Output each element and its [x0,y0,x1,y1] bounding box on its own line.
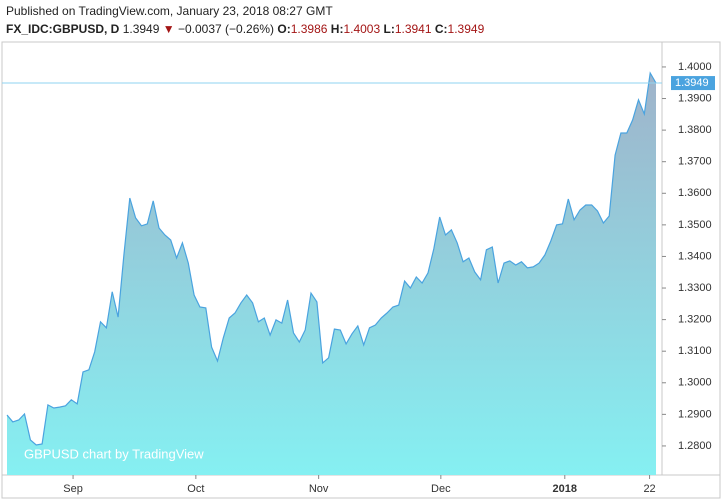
x-tick-label: 2018 [553,483,577,495]
change-arrow: ▼ [162,22,175,36]
x-tick-label: Nov [309,483,329,495]
low: 1.3941 [394,22,432,36]
y-tick-label: 1.3300 [678,282,712,294]
low-label: L: [383,22,395,36]
y-tick-label: 1.3200 [678,314,712,326]
change: −0.0037 (−0.26%) [177,22,275,36]
y-tick-label: 1.3800 [678,124,712,136]
close-label: C: [434,22,448,36]
y-tick-label: 1.3700 [678,156,712,168]
high-label: H: [330,22,344,36]
x-tick-label: Sep [63,483,83,495]
x-tick-label: Oct [187,483,204,495]
chart-frame [1,41,721,499]
last-price-box [671,76,715,91]
y-tick-label: 1.2900 [678,408,712,420]
open: 1.3986 [290,22,328,36]
published-line: Published on TradingView.com, January 23… [6,4,333,18]
y-tick-label: 1.3500 [678,219,712,231]
close: 1.3949 [447,22,485,36]
x-tick-label: Dec [431,483,451,495]
y-tick-label: 1.3600 [678,187,712,199]
symbol-line: FX_IDC:GBPUSD, D 1.3949 ▼ −0.0037 (−0.26… [6,22,484,36]
y-tick-label: 1.3100 [678,345,712,357]
y-tick-label: 1.3400 [678,250,712,262]
y-tick-label: 1.2800 [678,440,712,452]
symbol: FX_IDC:GBPUSD, D [6,22,120,36]
y-tick-label: 1.3900 [678,92,712,104]
open-label: O: [277,22,291,36]
high: 1.4003 [343,22,381,36]
y-tick-label: 1.4000 [678,61,712,73]
last-price-label: 1.3949 [675,77,709,89]
price-line [6,71,657,446]
watermark: GBPUSD chart by TradingView [24,446,204,461]
price: 1.3949 [122,22,160,36]
y-tick-label: 1.3000 [678,377,712,389]
x-tick-label: 22 [643,483,655,495]
area-fill [7,73,656,475]
